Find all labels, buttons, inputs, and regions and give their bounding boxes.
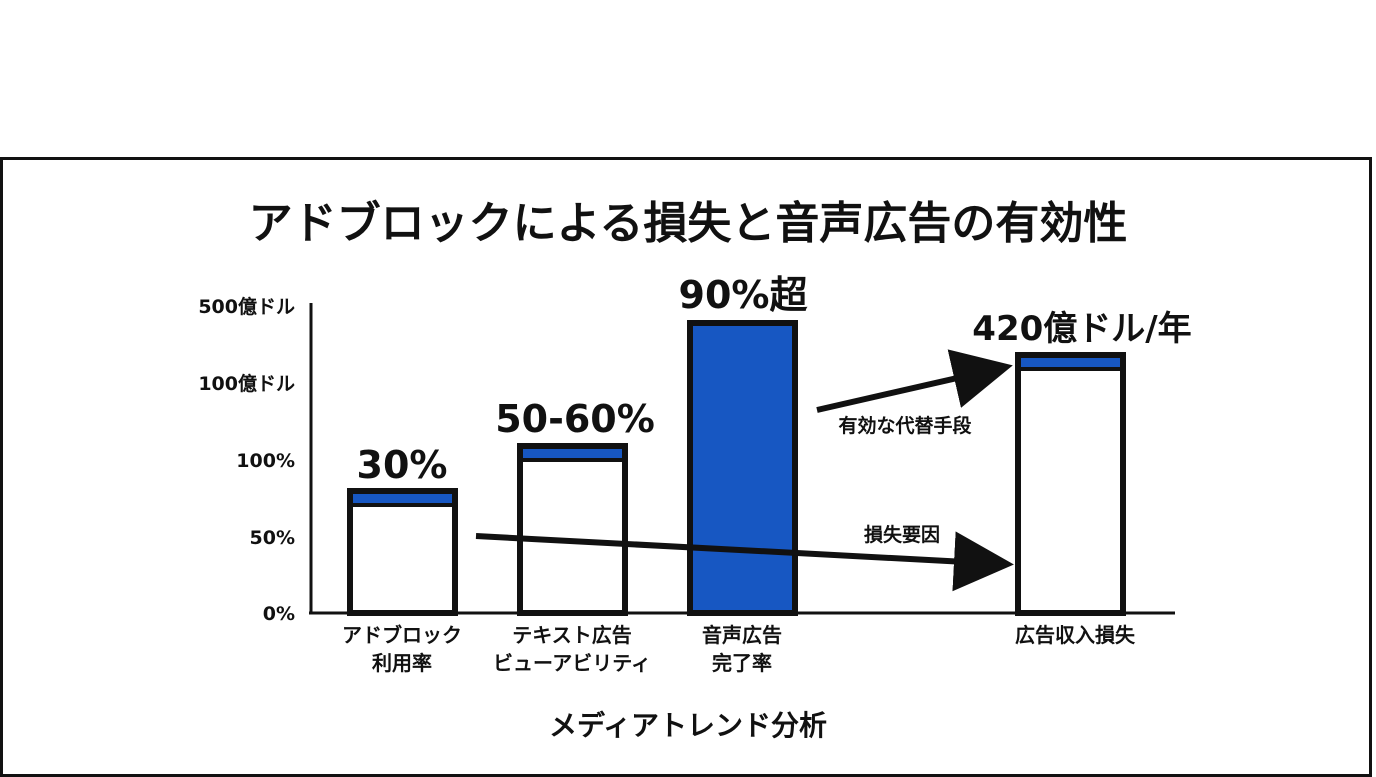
chart-title: アドブロックによる損失と音声広告の有効性 <box>249 198 1128 249</box>
annotation-effective-alternative: 有効な代替手段 <box>838 414 972 437</box>
value-label-adblock: 30% <box>357 443 448 487</box>
value-label-revenue-loss: 420億ドル/年 <box>972 309 1191 349</box>
arrow-effective-alternative <box>816 349 1013 413</box>
y-tick-label: 0% <box>263 603 295 625</box>
value-label-text-ad: 50-60% <box>495 397 655 441</box>
bar-revenue-loss-accent <box>1021 358 1120 367</box>
category-label: 利用率 <box>372 651 432 675</box>
bar-adblock-accent <box>353 494 452 503</box>
category-label: 完了率 <box>712 651 772 675</box>
bar-revenue-loss <box>1015 352 1126 616</box>
bar-text-ad <box>517 443 628 616</box>
y-tick-label: 100% <box>236 450 295 472</box>
y-tick-label: 50% <box>250 527 295 549</box>
x-axis-label: メディアトレンド分析 <box>549 709 827 742</box>
y-tick-label: 100億ドル <box>198 372 295 395</box>
bar-adblock <box>347 488 458 616</box>
category-label: 音声広告 <box>702 623 782 647</box>
bar-audio-ad <box>687 320 798 616</box>
category-label: ビューアビリティ <box>493 651 651 675</box>
category-label: テキスト広告 <box>512 623 631 647</box>
y-tick-label: 500億ドル <box>198 295 295 318</box>
annotation-loss-factor: 損失要因 <box>864 523 940 546</box>
bar-text-ad-accent <box>523 449 622 458</box>
arrow-loss-factor <box>475 531 1014 592</box>
value-label-audio-ad: 90%超 <box>679 273 809 317</box>
category-label: アドブロック <box>342 623 462 647</box>
category-label: 広告収入損失 <box>1015 623 1136 647</box>
